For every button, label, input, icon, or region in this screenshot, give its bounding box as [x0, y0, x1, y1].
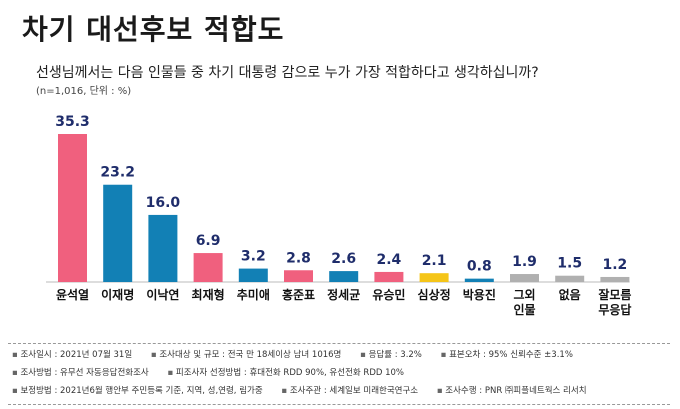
note-sampling-method: 피조사자 선정방법 : 휴대전화 RDD 90%, 유선전화 RDD 10% — [167, 368, 404, 378]
chart-title: 차기 대선후보 적합도 — [22, 13, 285, 46]
note-survey-method: 조사방법 : 유무선 자동응답전화조사 — [12, 368, 149, 378]
category-label-7: 정세균 — [327, 287, 360, 302]
note-survey-date: 조사일시 : 2021년 07월 31일 — [12, 350, 132, 360]
bar-7 — [329, 271, 359, 282]
value-label-3: 16.0 — [146, 195, 181, 211]
category-label-12: 없음 — [559, 287, 581, 302]
sample-info: (n=1,016, 단위 : %) — [36, 86, 132, 97]
category-label-10: 박용진 — [463, 287, 496, 302]
category-label-5: 추미애 — [237, 287, 270, 302]
category-label-9: 심상정 — [418, 287, 451, 302]
category-label-11-line-2: 인물 — [513, 302, 535, 317]
category-label-4: 최재형 — [192, 287, 225, 302]
note-conducted-by: 조사수행 : PNR ㈜피플네트웍스 리서치 — [437, 386, 587, 396]
category-label-3: 이낙연 — [146, 287, 179, 302]
bar-12 — [555, 275, 585, 282]
notes-row-1: 조사일시 : 2021년 07월 31일 조사대상 및 규모 : 전국 만 18… — [12, 348, 573, 360]
survey-notes: 조사일시 : 2021년 07월 31일 조사대상 및 규모 : 전국 만 18… — [8, 343, 670, 405]
bar-5 — [238, 268, 268, 282]
value-label-8: 2.4 — [376, 252, 401, 268]
note-response-rate: 응답률 : 3.2% — [360, 350, 422, 360]
category-label-8: 유승민 — [372, 287, 405, 302]
bar-9 — [419, 273, 449, 282]
value-label-2: 23.2 — [100, 165, 135, 181]
category-label-6: 홍준표 — [282, 287, 315, 302]
value-label-13: 1.2 — [602, 257, 627, 273]
category-label-2: 이재명 — [101, 287, 134, 302]
value-label-1: 35.3 — [55, 114, 90, 130]
category-label-11-line-1: 그외 — [513, 287, 535, 302]
category-label-13-line-1: 잘모름 — [598, 287, 631, 302]
bar-13 — [600, 276, 630, 282]
bar-11 — [510, 274, 539, 282]
value-label-11: 1.9 — [512, 254, 537, 270]
value-label-7: 2.6 — [331, 251, 356, 267]
note-sample-size: 조사대상 및 규모 : 전국 만 18세이상 남녀 1016명 — [151, 350, 342, 360]
bar-3 — [148, 214, 178, 282]
bar-chart: 35.3 윤석열 23.2 이재명 16.0 이낙연 6.9 최재형 3.2 추미애 2.8 홍준표 2… — [46, 114, 631, 317]
bar-10 — [464, 278, 494, 282]
survey-question: 선생님께서는 다음 인물들 중 차기 대통령 감으로 누가 가장 적합하다고 생… — [36, 65, 539, 81]
note-sponsor: 조사주관 : 세계일보 미래한국연구소 — [281, 386, 418, 396]
bar-6 — [284, 270, 313, 282]
category-label-1: 윤석열 — [56, 287, 89, 302]
note-margin-of-error: 표본오차 : 95% 신뢰수준 ±3.1% — [441, 350, 573, 360]
note-weighting: 보정방법 : 2021년6월 행안부 주민등록 기준, 지역, 성,연령, 림가… — [12, 386, 263, 396]
value-label-6: 2.8 — [286, 250, 311, 266]
bar-8 — [374, 271, 404, 282]
notes-row-2: 조사방법 : 유무선 자동응답전화조사 피조사자 선정방법 : 휴대전화 RDD… — [12, 366, 404, 378]
value-label-5: 3.2 — [241, 249, 266, 265]
bar-1 — [58, 134, 87, 282]
value-label-4: 6.9 — [196, 233, 221, 249]
value-label-9: 2.1 — [422, 253, 447, 269]
value-label-10: 0.8 — [467, 259, 492, 275]
bar-2 — [103, 184, 133, 282]
notes-row-3: 보정방법 : 2021년6월 행안부 주민등록 기준, 지역, 성,연령, 림가… — [12, 384, 587, 396]
value-label-12: 1.5 — [557, 256, 582, 272]
category-label-13-line-2: 무응답 — [598, 302, 631, 317]
bar-4 — [193, 253, 223, 282]
